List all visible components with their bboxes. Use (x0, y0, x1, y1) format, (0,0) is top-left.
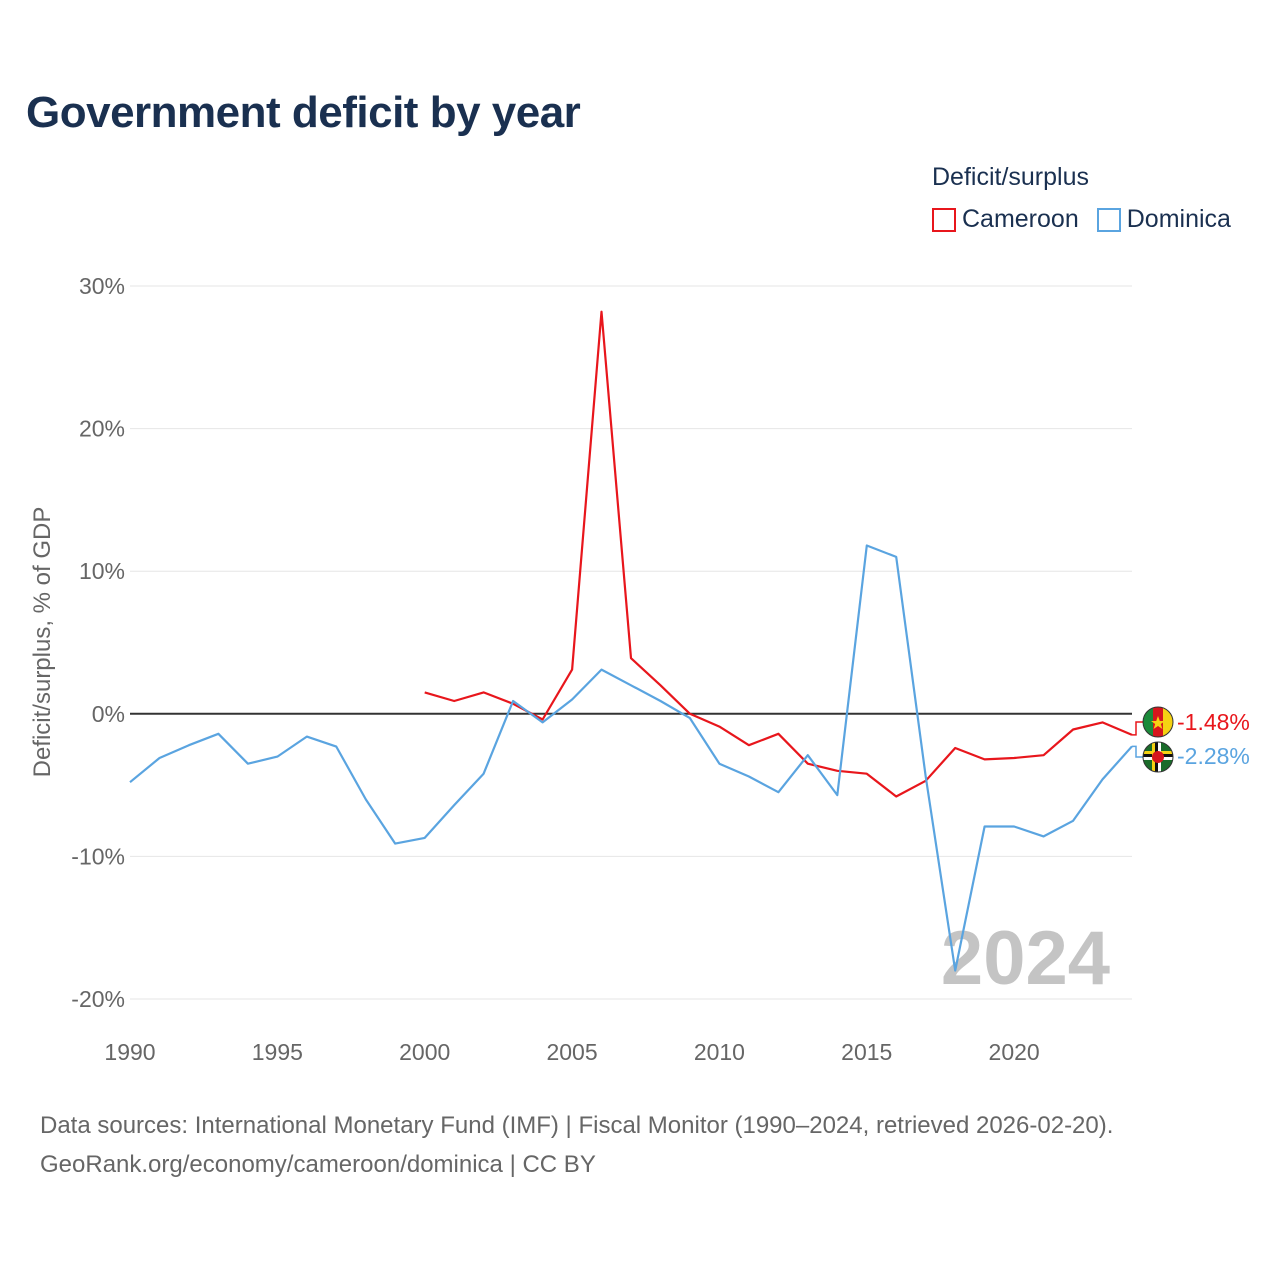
flag-dominica-icon (1143, 742, 1173, 772)
legend-item-dominica[interactable]: Dominica (1096, 205, 1231, 234)
legend-title: Deficit/surplus (932, 163, 1089, 191)
legend-label-dominica: Dominica (1126, 205, 1231, 233)
legend-swatch-cameroon (932, 207, 956, 232)
flag-cameroon-icon (1143, 707, 1173, 737)
y-tick-label: 10% (79, 558, 125, 584)
end-label-connector (1132, 721, 1143, 736)
y-tick-label: -20% (71, 986, 125, 1012)
y-axis-ticks: 30% 20% 10% 0% -10% -20% (71, 273, 125, 1012)
end-label-connector (1132, 745, 1143, 758)
chart-title: Government deficit by year (26, 88, 581, 137)
source-line-1: Data sources: International Monetary Fun… (40, 1112, 1114, 1139)
source-note: Data sources: International Monetary Fun… (40, 1106, 1113, 1184)
series-line-cameroon[interactable] (424, 310, 1133, 798)
x-tick-label: 2005 (546, 1039, 597, 1065)
y-axis-label: Deficit/surplus, % of GDP (29, 507, 56, 778)
y-tick-label: 30% (79, 273, 125, 299)
y-tick-label: 20% (79, 416, 125, 442)
x-tick-label: 2000 (399, 1039, 450, 1065)
y-tick-label: 0% (92, 701, 125, 727)
y-tick-label: -10% (71, 843, 125, 869)
x-tick-label: 2020 (989, 1039, 1040, 1065)
legend-label-cameroon: Cameroon (962, 205, 1079, 233)
x-tick-label: 1995 (252, 1039, 303, 1065)
year-watermark: 2024 (941, 916, 1110, 1001)
x-tick-label: 1990 (104, 1039, 155, 1065)
end-label-dominica: -2.28% (1177, 743, 1250, 769)
legend: Cameroon Dominica (932, 205, 1231, 234)
end-label-cameroon: -1.48% (1177, 709, 1250, 735)
legend-swatch-dominica (1096, 207, 1121, 232)
legend-item-cameroon[interactable]: Cameroon (932, 205, 1079, 234)
x-tick-label: 2015 (841, 1039, 892, 1065)
series-lines (129, 310, 1143, 972)
x-axis-ticks: 1990 1995 2000 2005 2010 2015 2020 (104, 1039, 1039, 1065)
source-line-2[interactable]: GeoRank.org/economy/cameroon/dominica | … (40, 1151, 596, 1178)
gridlines (130, 285, 1132, 1000)
series-line-dominica[interactable] (129, 544, 1133, 972)
x-tick-label: 2010 (694, 1039, 745, 1065)
